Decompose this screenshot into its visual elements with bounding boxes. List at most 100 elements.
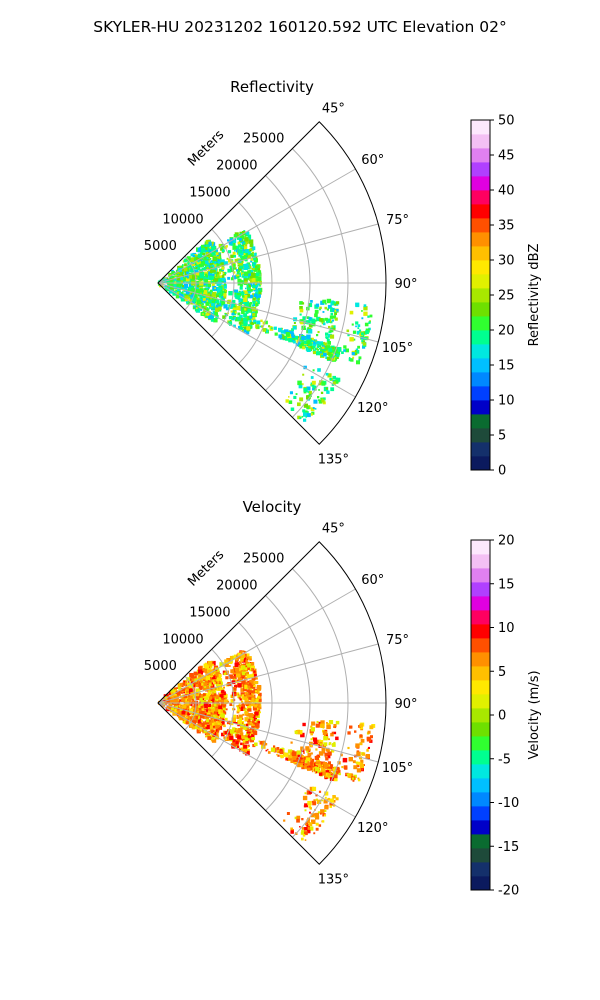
radar-echo-gate	[290, 407, 295, 411]
radar-echo-gate	[245, 290, 249, 294]
radar-echo-gate	[314, 771, 317, 774]
radar-echo-gate	[241, 246, 244, 249]
radar-echo-gate	[239, 264, 244, 269]
radar-echo-gate	[207, 682, 209, 685]
radar-echo-gate	[302, 722, 306, 727]
radar-echo-gate	[253, 681, 257, 684]
radar-echo-gate	[203, 268, 207, 271]
colorbar-swatch	[471, 820, 490, 835]
radar-echo-gate	[203, 290, 208, 295]
radar-echo-gate	[166, 706, 170, 710]
radar-echo-gate	[236, 715, 238, 717]
radar-echo-gate	[218, 697, 221, 700]
radar-echo-gate	[236, 657, 239, 660]
radar-echo-gate	[301, 335, 306, 341]
colorbar-tick-label: 5	[498, 665, 506, 680]
radar-echo-gate	[186, 256, 191, 261]
radar-echo-gate	[321, 799, 324, 802]
radar-echo-gate	[312, 388, 315, 391]
radar-echo-gate	[248, 713, 253, 718]
radar-echo-gate	[251, 251, 254, 254]
radar-echo-gate	[211, 261, 215, 264]
radar-echo-gate	[175, 294, 180, 299]
radar-echo-gate	[194, 719, 198, 723]
radar-echo-gate	[235, 274, 238, 277]
radar-echo-gate	[257, 282, 261, 286]
radar-echo-gate	[243, 657, 247, 660]
radar-echo-gate	[162, 277, 165, 280]
radar-echo-gate	[262, 741, 266, 745]
radar-echo-gate	[213, 257, 216, 260]
radar-echo-gate	[227, 276, 231, 280]
radar-echo-gate	[274, 332, 278, 336]
radar-echo-gate	[199, 727, 204, 731]
radar-echo-gate	[245, 733, 248, 736]
radar-echo-gate	[187, 697, 192, 701]
radar-echo-gate	[288, 400, 293, 404]
radar-echo-gate	[242, 317, 247, 322]
radar-echo-gate	[210, 318, 214, 322]
radar-echo-gate	[169, 700, 173, 704]
radar-echo-field	[157, 230, 373, 422]
radar-echo-gate	[229, 729, 235, 734]
radar-echo-gate	[200, 248, 206, 253]
radar-echo-gate	[170, 688, 175, 693]
colorbar-swatch	[471, 274, 490, 289]
radar-echo-gate	[202, 313, 204, 315]
radar-echo-gate	[225, 676, 229, 680]
radar-echo-gate	[330, 307, 335, 312]
radar-echo-gate	[202, 298, 206, 302]
colorbar-swatch	[471, 330, 490, 345]
radar-echo-gate	[176, 276, 181, 281]
colorbar-tick-label: 10	[498, 621, 515, 636]
radar-echo-gate	[187, 294, 192, 298]
colorbar-swatch	[471, 190, 490, 205]
radar-echo-gate	[233, 324, 236, 328]
radar-echo-gate	[299, 397, 304, 402]
azimuth-gridline	[157, 588, 356, 704]
colorbar-swatch	[471, 582, 490, 597]
radar-echo-gate	[211, 698, 214, 701]
radar-echo-gate	[328, 720, 334, 725]
radar-echo-gate	[203, 668, 208, 673]
radar-echo-gate	[211, 246, 215, 251]
radar-echo-gate	[208, 249, 211, 253]
radar-echo-gate	[213, 263, 217, 267]
radar-echo-gate	[201, 271, 205, 275]
radar-echo-gate	[180, 265, 184, 269]
radar-echo-gate	[212, 273, 215, 277]
radar-echo-gate	[246, 326, 251, 331]
radar-echo-gate	[243, 297, 248, 302]
radar-echo-gate	[352, 760, 356, 764]
radar-echo-gate	[237, 312, 241, 316]
radar-echo-gate	[214, 287, 216, 290]
radar-echo-gate	[229, 320, 232, 322]
radar-echo-gate	[250, 733, 252, 736]
radar-echo-gate	[216, 294, 220, 298]
radar-echo-gate	[261, 325, 264, 328]
radar-echo-gate	[186, 716, 188, 719]
radar-echo-gate	[301, 342, 304, 345]
colorbar-swatch	[471, 204, 490, 219]
radar-echo-gate	[276, 753, 278, 756]
radar-echo-gate	[228, 674, 234, 679]
radar-echo-gate	[218, 294, 222, 298]
radar-echo-gate	[365, 754, 370, 758]
radar-echo-gate	[224, 289, 227, 292]
radar-echo-gate	[212, 285, 217, 290]
radar-echo-gate	[238, 747, 241, 750]
radar-echo-gate	[304, 792, 307, 795]
radar-echo-gate	[324, 349, 326, 351]
radar-echo-gate	[323, 733, 328, 737]
radar-echo-gate	[349, 725, 353, 729]
radar-echo-gate	[312, 350, 317, 355]
radar-echo-gate	[198, 271, 202, 275]
radar-echo-gate	[223, 672, 227, 676]
radar-echo-gate	[183, 680, 186, 683]
radar-echo-gate	[239, 730, 243, 733]
radar-echo-gate	[318, 762, 321, 765]
radar-echo-gate	[357, 327, 360, 329]
radar-echo-gate	[299, 758, 304, 763]
radar-echo-gate	[218, 708, 221, 711]
radar-echo-gate	[195, 307, 199, 312]
